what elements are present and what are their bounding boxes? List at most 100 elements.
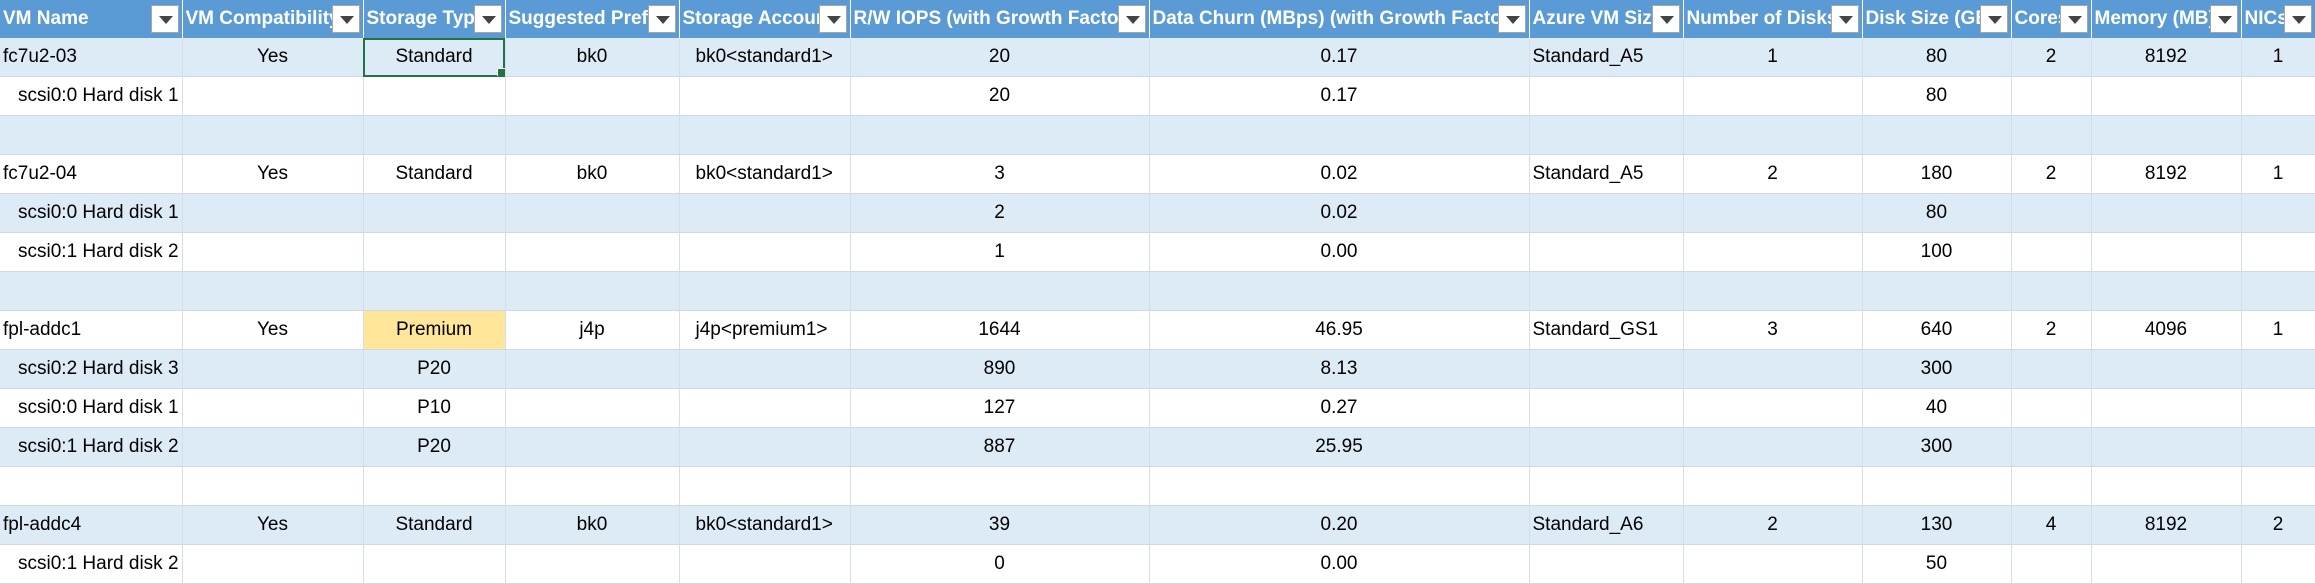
cell-storage-type[interactable] [363,271,506,311]
cell-storage-type[interactable] [363,232,506,272]
cell-rw-iops[interactable] [850,466,1150,506]
cell-vm-compatibility[interactable] [182,115,364,155]
cell-storage-account[interactable]: bk0<standard1> [679,154,851,194]
cell-cores[interactable] [2011,193,2092,233]
cell-rw-iops[interactable]: 2 [850,193,1150,233]
header-vm-name[interactable]: VM Name [0,0,183,38]
cell-azure-vm-size[interactable] [1529,76,1684,116]
cell-suggested-prefix[interactable]: bk0 [505,154,680,194]
cell-cores[interactable] [2011,427,2092,467]
cell-number-of-disks[interactable] [1683,76,1863,116]
cell-azure-vm-size[interactable] [1529,271,1684,311]
cell-vm-compatibility[interactable]: Yes [182,310,364,350]
cell-azure-vm-size[interactable] [1529,427,1684,467]
cell-data-churn[interactable]: 0.00 [1149,232,1530,272]
cell-storage-account[interactable] [679,388,851,428]
cell-disk-size[interactable]: 80 [1862,193,2012,233]
cell-azure-vm-size[interactable]: Standard_A5 [1529,38,1684,77]
cell-data-churn[interactable]: 0.02 [1149,154,1530,194]
cell-memory[interactable]: 4096 [2091,310,2242,350]
cell-nics[interactable]: 1 [2241,154,2315,194]
cell-rw-iops[interactable]: 39 [850,505,1150,545]
filter-dropdown-icon[interactable] [1497,5,1526,33]
cell-cores[interactable]: 4 [2011,505,2092,545]
cell-vm-name[interactable]: scsi0:1 Hard disk 2 [0,427,183,467]
cell-storage-type[interactable]: Standard [363,38,506,77]
cell-data-churn[interactable]: 0.17 [1149,38,1530,77]
cell-suggested-prefix[interactable]: bk0 [505,505,680,545]
cell-azure-vm-size[interactable]: Standard_A5 [1529,154,1684,194]
cell-disk-size[interactable] [1862,466,2012,506]
cell-disk-size[interactable]: 300 [1862,349,2012,389]
cell-data-churn[interactable]: 0.20 [1149,505,1530,545]
cell-storage-account[interactable]: j4p<premium1> [679,310,851,350]
header-vm-compatibility[interactable]: VM Compatibility [182,0,364,38]
header-rw-iops[interactable]: R/W IOPS (with Growth Factor) [850,0,1150,38]
cell-nics[interactable]: 1 [2241,38,2315,77]
cell-suggested-prefix[interactable] [505,115,680,155]
cell-vm-name[interactable]: scsi0:0 Hard disk 1 [0,193,183,233]
cell-data-churn[interactable]: 0.02 [1149,193,1530,233]
cell-nics[interactable]: 1 [2241,310,2315,350]
cell-number-of-disks[interactable] [1683,427,1863,467]
cell-storage-account[interactable] [679,544,851,584]
filter-dropdown-icon[interactable] [331,5,360,33]
header-azure-vm-size[interactable]: Azure VM Size [1529,0,1684,38]
cell-rw-iops[interactable]: 890 [850,349,1150,389]
cell-storage-account[interactable] [679,76,851,116]
cell-number-of-disks[interactable] [1683,349,1863,389]
cell-azure-vm-size[interactable] [1529,349,1684,389]
cell-number-of-disks[interactable]: 1 [1683,38,1863,77]
cell-memory[interactable] [2091,115,2242,155]
cell-azure-vm-size[interactable] [1529,115,1684,155]
header-data-churn[interactable]: Data Churn (MBps) (with Growth Factor) [1149,0,1530,38]
cell-nics[interactable] [2241,349,2315,389]
cell-vm-name[interactable]: fpl-addc4 [0,505,183,545]
cell-rw-iops[interactable]: 887 [850,427,1150,467]
cell-rw-iops[interactable]: 3 [850,154,1150,194]
cell-memory[interactable]: 8192 [2091,154,2242,194]
cell-nics[interactable] [2241,193,2315,233]
cell-vm-compatibility[interactable] [182,232,364,272]
cell-storage-type[interactable]: P20 [363,349,506,389]
cell-suggested-prefix[interactable] [505,427,680,467]
cell-nics[interactable] [2241,232,2315,272]
cell-nics[interactable] [2241,427,2315,467]
cell-storage-type[interactable]: Standard [363,505,506,545]
cell-cores[interactable]: 2 [2011,154,2092,194]
cell-memory[interactable] [2091,193,2242,233]
cell-vm-compatibility[interactable]: Yes [182,505,364,545]
cell-suggested-prefix[interactable] [505,193,680,233]
cell-number-of-disks[interactable] [1683,193,1863,233]
cell-suggested-prefix[interactable]: j4p [505,310,680,350]
cell-vm-compatibility[interactable] [182,388,364,428]
cell-storage-type[interactable] [363,115,506,155]
cell-vm-compatibility[interactable] [182,466,364,506]
cell-vm-compatibility[interactable]: Yes [182,38,364,77]
cell-storage-account[interactable]: bk0<standard1> [679,38,851,77]
header-storage-type[interactable]: Storage Type [363,0,506,38]
cell-rw-iops[interactable]: 1644 [850,310,1150,350]
cell-memory[interactable] [2091,466,2242,506]
cell-nics[interactable]: 2 [2241,505,2315,545]
cell-number-of-disks[interactable] [1683,232,1863,272]
cell-vm-name[interactable]: scsi0:2 Hard disk 3 [0,349,183,389]
cell-storage-type[interactable]: P10 [363,388,506,428]
cell-rw-iops[interactable]: 20 [850,76,1150,116]
cell-number-of-disks[interactable] [1683,115,1863,155]
header-storage-account[interactable]: Storage Account [679,0,851,38]
cell-rw-iops[interactable]: 20 [850,38,1150,77]
cell-suggested-prefix[interactable] [505,544,680,584]
cell-suggested-prefix[interactable] [505,349,680,389]
cell-data-churn[interactable]: 0.00 [1149,544,1530,584]
cell-disk-size[interactable]: 80 [1862,76,2012,116]
cell-suggested-prefix[interactable] [505,76,680,116]
cell-vm-compatibility[interactable] [182,271,364,311]
cell-storage-account[interactable] [679,466,851,506]
cell-storage-type[interactable]: Standard [363,154,506,194]
cell-vm-name[interactable] [0,271,183,311]
cell-storage-account[interactable] [679,271,851,311]
cell-vm-name[interactable] [0,466,183,506]
cell-suggested-prefix[interactable] [505,232,680,272]
cell-cores[interactable] [2011,544,2092,584]
